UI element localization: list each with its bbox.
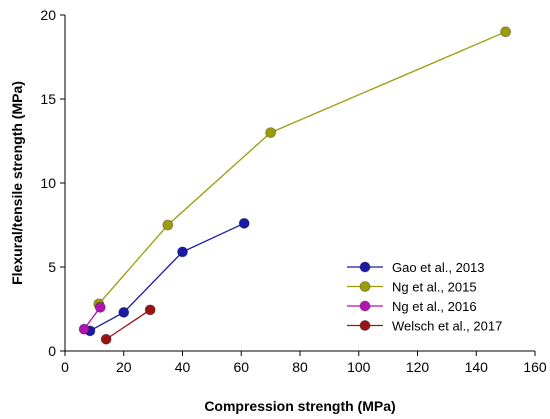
data-point [78, 323, 90, 335]
series-1 [84, 217, 250, 337]
y-tick-label: 0 [48, 343, 56, 359]
series-line [105, 309, 151, 340]
series-line [98, 31, 506, 305]
series-3 [78, 301, 106, 335]
data-point [265, 127, 277, 139]
data-point [144, 304, 156, 316]
x-tick-label: 120 [406, 359, 430, 375]
x-tick-label: 0 [61, 359, 69, 375]
axis-ticks: 0 20 40 60 80 100 120 140 160 0 5 10 15 20 [40, 7, 546, 375]
x-tick-label: 80 [292, 359, 308, 375]
data-point [94, 301, 106, 313]
y-tick-label: 10 [40, 175, 56, 191]
legend-label: Welsch et al., 2017 [392, 319, 502, 334]
series-line [89, 222, 245, 332]
data-point [500, 26, 512, 38]
y-tick-label: 5 [48, 259, 56, 275]
y-axis-title: Flexural/tensile strength (MPa) [9, 81, 25, 285]
x-tick-label: 20 [116, 359, 132, 375]
data-point [100, 333, 112, 345]
series-4 [100, 304, 156, 345]
legend-label: Ng et al., 2015 [392, 280, 477, 295]
series-layer [78, 26, 512, 345]
legend-item: Gao et al., 2013 [347, 260, 485, 275]
data-point [177, 246, 188, 258]
legend-item: Ng et al., 2016 [347, 299, 477, 314]
y-tick-label: 20 [40, 7, 56, 23]
legend-label: Ng et al., 2016 [392, 299, 477, 314]
legend-swatch-marker [359, 320, 371, 331]
x-tick-label: 160 [523, 359, 547, 375]
legend-swatch-marker [359, 261, 371, 273]
x-tick-label: 140 [465, 359, 489, 375]
legend-swatch-marker [359, 300, 371, 312]
legend-item: Welsch et al., 2017 [347, 319, 502, 334]
x-tick-label: 40 [175, 359, 191, 375]
legend: Gao et al., 2013 Ng et al., 2015 Ng et al.… [347, 260, 502, 334]
y-tick-label: 15 [40, 91, 56, 107]
legend-item: Ng et al., 2015 [347, 280, 477, 295]
data-point [238, 217, 250, 229]
data-point [118, 306, 130, 318]
legend-label: Gao et al., 2013 [392, 260, 485, 275]
legend-swatch-marker [359, 281, 371, 292]
x-tick-label: 100 [347, 359, 371, 375]
data-point [162, 219, 174, 231]
x-axis-title: Compression strength (MPa) [204, 398, 395, 414]
x-tick-label: 60 [233, 359, 249, 375]
